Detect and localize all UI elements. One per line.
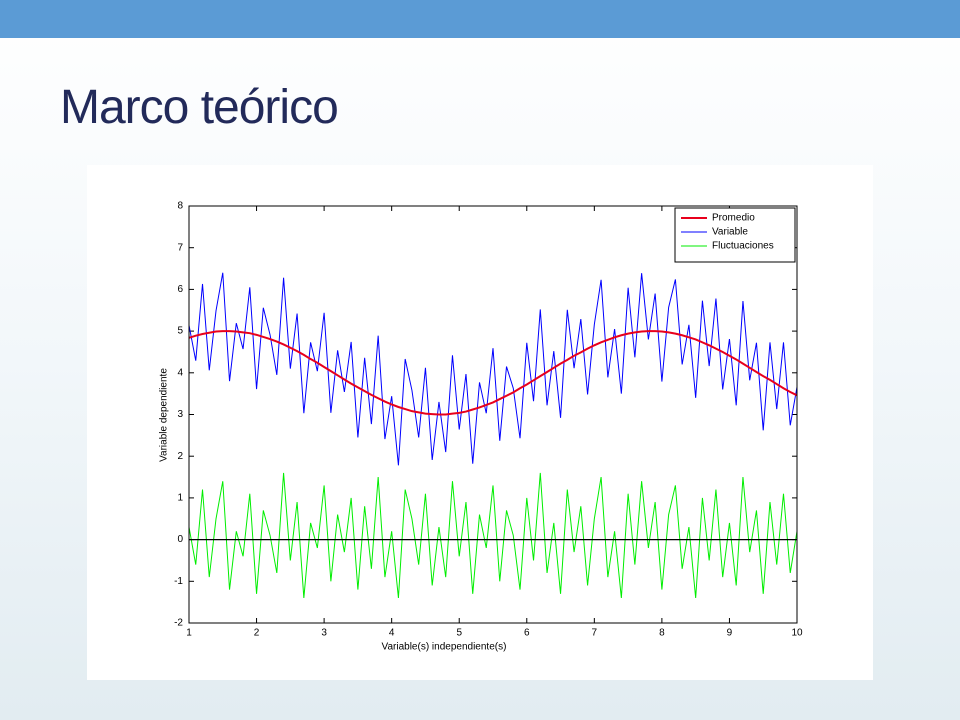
y-tick-label: 6: [177, 284, 183, 295]
y-tick-label: -2: [174, 618, 183, 629]
x-axis-label: Variable(s) independiente(s): [382, 642, 507, 653]
y-tick-label: 2: [177, 451, 183, 462]
y-tick-label: 4: [177, 367, 183, 378]
plot-area: [189, 206, 797, 623]
x-tick-label: 6: [524, 628, 530, 639]
x-tick-label: 4: [389, 628, 395, 639]
series-line: [188, 330, 798, 416]
x-tick-label: 10: [791, 628, 803, 639]
legend-label: Fluctuaciones: [712, 241, 774, 252]
y-tick-label: 8: [177, 201, 183, 212]
x-tick-label: 7: [592, 628, 598, 639]
x-tick-label: 3: [321, 628, 327, 639]
y-tick-label: -1: [174, 576, 183, 587]
legend-label: Promedio: [712, 213, 755, 224]
y-tick-label: 1: [177, 493, 183, 504]
legend-label: Variable: [712, 227, 748, 238]
header-bar: [0, 0, 960, 38]
x-tick-label: 5: [456, 628, 462, 639]
y-tick-label: 3: [177, 409, 183, 420]
y-tick-label: 0: [177, 534, 183, 545]
x-tick-label: 9: [727, 628, 733, 639]
y-tick-label: 5: [177, 326, 183, 337]
x-tick-label: 8: [659, 628, 665, 639]
chart: Variable(s) independiente(s) Variable de…: [87, 165, 873, 680]
y-tick-label: 7: [177, 242, 183, 253]
series-line: [188, 272, 798, 466]
x-tick-label: 1: [186, 628, 192, 639]
slide-title: Marco teórico: [60, 81, 339, 134]
x-tick-label: 2: [254, 628, 260, 639]
y-axis-label: Variable dependiente: [159, 368, 170, 462]
series-line: [188, 472, 798, 599]
axes-box: [188, 205, 798, 624]
